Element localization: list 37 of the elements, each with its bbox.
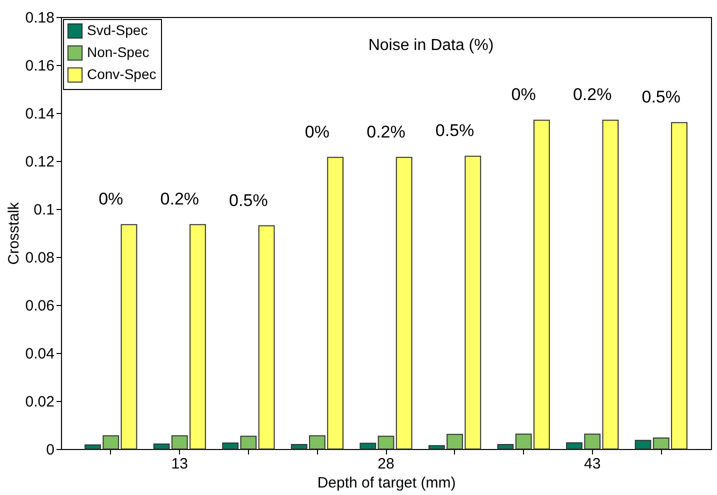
- y-tick-label: 0.14: [25, 106, 54, 122]
- legend-label: Conv-Spec: [87, 66, 156, 82]
- bar: [602, 120, 619, 450]
- x-tick-label: 28: [378, 456, 394, 472]
- x-tick-label: 43: [584, 456, 601, 472]
- x-tick-label: 13: [171, 456, 188, 472]
- y-tick-label: 0: [46, 442, 54, 458]
- y-tick-label: 0.18: [25, 10, 54, 26]
- y-tick-label: 0.04: [25, 346, 54, 362]
- y-tick-label: 0.02: [25, 394, 54, 410]
- y-axis-title: Crosstalk: [5, 202, 22, 265]
- bar: [360, 442, 376, 450]
- bar: [258, 225, 275, 450]
- bar: [634, 440, 652, 450]
- y-tick-label: 0.08: [25, 250, 54, 266]
- bar: [497, 444, 514, 450]
- bar: [153, 443, 170, 450]
- annotation: 0.5%: [642, 88, 681, 107]
- y-tick-label: 0.06: [25, 298, 54, 314]
- y-tick-label: 0.12: [25, 154, 54, 170]
- legend-label: Svd-Spec: [87, 22, 148, 38]
- annotation: 0.2%: [160, 190, 200, 209]
- annotation: 0%: [511, 85, 536, 104]
- annotation: 0%: [98, 190, 124, 209]
- y-tick-label: 0.16: [25, 58, 54, 74]
- annotation: 0.5%: [229, 190, 268, 210]
- bar: [396, 156, 412, 450]
- annotation: Noise in Data (%): [368, 37, 494, 54]
- bar: [378, 436, 394, 450]
- annotation: 0.2%: [572, 85, 612, 104]
- annotation: 0.2%: [366, 122, 406, 142]
- bar: [120, 224, 138, 450]
- legend-label: Non-Spec: [87, 44, 150, 60]
- x-axis-title: Depth of target (mm): [317, 474, 456, 492]
- y-tick-label: 0.1: [34, 202, 54, 218]
- annotation: 0.5%: [435, 121, 474, 140]
- annotation: 0%: [304, 122, 330, 142]
